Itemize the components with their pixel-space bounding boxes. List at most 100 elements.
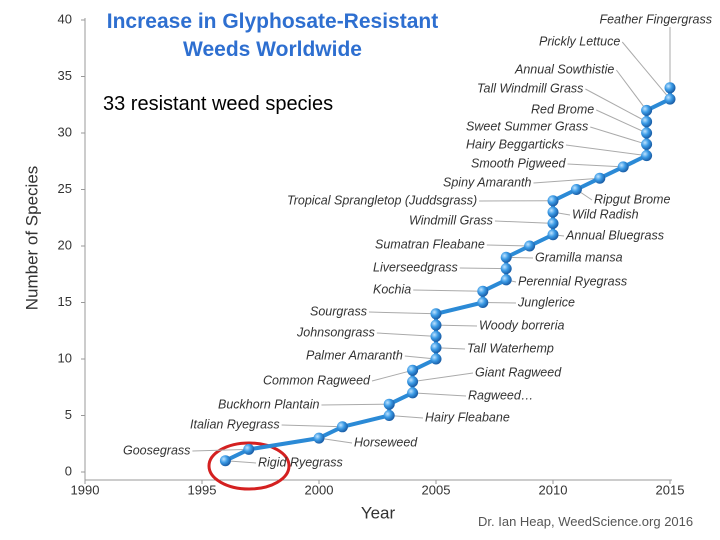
point-label: Kochia	[373, 282, 411, 296]
leader-line	[596, 109, 647, 134]
x-tick-label: 2005	[422, 482, 451, 497]
point-label: Annual Bluegrass	[565, 228, 664, 242]
point-label: Smooth Pigweed	[471, 156, 567, 170]
data-point	[477, 297, 489, 308]
data-point	[383, 398, 395, 410]
x-tick-label: 2000	[305, 482, 334, 497]
point-label: Sourgrass	[310, 304, 367, 318]
leader-line	[371, 369, 413, 382]
leader-line	[412, 392, 467, 397]
leader-line	[413, 289, 483, 292]
data-point	[219, 455, 231, 467]
y-axis-label: Number of Species	[22, 166, 41, 311]
leader-line	[494, 220, 554, 224]
data-point	[664, 93, 676, 105]
leader-line	[621, 41, 671, 100]
y-tick-label: 35	[58, 68, 72, 83]
y-tick-label: 40	[58, 11, 72, 26]
x-tick-label: 1995	[188, 482, 217, 497]
data-point	[430, 353, 442, 365]
point-label: Spiny Amaranth	[443, 175, 532, 189]
leader-lines	[192, 27, 671, 464]
x-tick-label: 2015	[656, 482, 685, 497]
data-point	[313, 432, 325, 444]
data-point	[547, 195, 559, 207]
y-tick-label: 10	[58, 350, 72, 365]
leader-line	[533, 177, 600, 184]
highlight-circle	[207, 441, 291, 491]
data-point	[383, 410, 395, 421]
point-label: Hairy Fleabane	[425, 410, 510, 424]
point-label: Ripgut Brome	[594, 192, 670, 206]
point-label: Common Ragweed	[263, 373, 371, 387]
point-label: Gramilla mansa	[535, 250, 623, 264]
y-tick-label: 0	[65, 463, 72, 478]
leader-line	[435, 324, 478, 327]
data-point	[617, 161, 629, 173]
leader-line	[482, 302, 517, 304]
data-point	[407, 376, 419, 388]
data-point	[430, 308, 442, 320]
point-label: Woody borreria	[479, 318, 564, 332]
leader-line	[318, 437, 353, 444]
y-tick-label: 5	[65, 407, 72, 422]
data-line	[224, 87, 672, 463]
data-point	[570, 184, 582, 195]
point-label: Red Brome	[531, 102, 594, 116]
point-label: Liverseedgrass	[373, 260, 458, 274]
point-label: Prickly Lettuce	[539, 34, 620, 48]
point-label: Tall Waterhemp	[467, 341, 554, 355]
point-label: Horseweed	[354, 435, 418, 449]
point-label: Ragweed…	[468, 388, 533, 402]
data-point	[407, 387, 419, 399]
leader-line	[567, 163, 624, 168]
chart-title: Increase in Glyphosate-Resistant Weeds W…	[106, 10, 439, 61]
leader-line	[486, 244, 530, 247]
leader-line	[590, 126, 647, 145]
leader-line	[376, 332, 437, 337]
data-point	[407, 364, 419, 376]
point-label: Italian Ryegrass	[190, 417, 280, 431]
point-label: Giant Ragweed	[475, 365, 562, 379]
data-point	[641, 138, 653, 150]
point-label: Sumatran Fleabane	[375, 237, 485, 251]
data-point	[641, 116, 653, 128]
x-tick-label: 2010	[539, 482, 568, 497]
leader-line	[459, 267, 507, 270]
data-point	[243, 443, 255, 455]
data-point	[547, 229, 559, 241]
point-label: Palmer Amaranth	[306, 348, 403, 362]
y-tick-label: 15	[58, 294, 72, 309]
data-point	[477, 285, 489, 297]
data-point	[641, 127, 653, 139]
x-axis-label: Year	[361, 503, 396, 522]
leader-line	[368, 311, 437, 315]
data-point	[664, 82, 676, 94]
leader-line	[389, 415, 424, 419]
data-point	[430, 319, 442, 331]
data-point	[500, 251, 512, 263]
leader-line	[412, 372, 474, 383]
y-tick-label: 20	[58, 237, 72, 252]
data-point	[641, 104, 653, 116]
leader-line	[585, 88, 647, 123]
point-label: Sweet Summer Grass	[466, 119, 588, 133]
point-label: Annual Sowthistie	[514, 62, 614, 76]
data-point	[500, 274, 512, 286]
point-label: Perennial Ryegrass	[518, 274, 627, 288]
data-point	[547, 217, 559, 229]
y-tick-label: 30	[58, 124, 72, 139]
data-point	[641, 150, 653, 162]
data-point	[524, 240, 536, 252]
point-label: Hairy Beggarticks	[466, 137, 564, 151]
point-label: Buckhorn Plantain	[218, 397, 320, 411]
leader-line	[192, 448, 249, 452]
data-point	[500, 263, 512, 275]
x-tick-label: 1990	[71, 482, 100, 497]
data-point	[336, 421, 348, 433]
point-label: Rigid Ryegrass	[258, 455, 343, 469]
data-point	[430, 342, 442, 354]
annotation: 33 resistant weed species	[103, 93, 334, 115]
y-tick-label: 25	[58, 181, 72, 196]
